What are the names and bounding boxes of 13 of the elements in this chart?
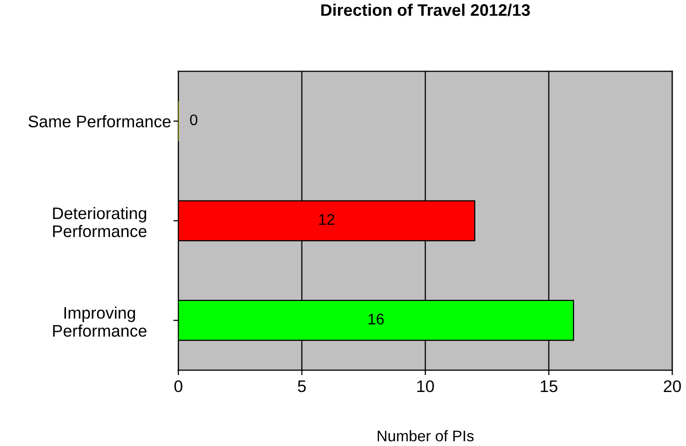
y-tick-label: Improving Performance [53,306,146,337]
y-tick-label: Deteriorating Performance [53,206,146,238]
x-tick-label: 10 [417,380,434,392]
x-tick-label: 20 [664,380,681,392]
x-axis-title: Number of PIs [378,430,474,442]
y-tick-label: Same Performance [28,115,171,128]
x-tick-label: 0 [174,380,182,392]
x-tick-label: 5 [298,380,306,392]
x-tick-label: 15 [540,380,558,392]
data-label: 0 [190,114,198,126]
data-label: 16 [368,314,384,324]
chart-title: Direction of Travel 2012/13 [321,4,530,16]
data-label: 12 [319,214,334,225]
